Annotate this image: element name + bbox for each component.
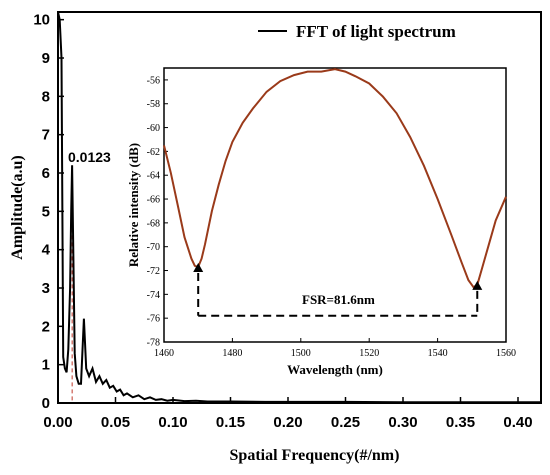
main-plot: 0.00 0.05 0.10 0.15 0.20 0.25 0.30 0.35 0.40 0 1 2 3… — [9, 11, 542, 464]
x-tick-label: 0.35 — [446, 414, 475, 431]
x-tick-label: 0.05 — [101, 414, 130, 431]
inset-y-tick-label: -74 — [147, 290, 160, 301]
inset-x-tick-label: 1460 — [154, 348, 174, 359]
inset-y-tick-label: -76 — [147, 314, 160, 325]
x-tick-label: 0.20 — [273, 414, 302, 431]
main-plot-frame — [57, 11, 542, 404]
inset-y-tick-label: -66 — [147, 195, 160, 206]
inset-y-tick-label: -70 — [147, 242, 160, 253]
y-tick-label: 0 — [42, 395, 50, 412]
inset-y-axis-title: Relative intensity (dB) — [126, 143, 141, 267]
inset-frame — [163, 67, 507, 343]
inset-x-tick-label: 1500 — [291, 348, 311, 359]
inset-y-tick-label: -62 — [147, 147, 160, 158]
y-tick-label: 2 — [42, 318, 50, 335]
y-axis-title: Amplitude(a.u) — [9, 155, 26, 259]
inset-x-tick-label: 1540 — [428, 348, 448, 359]
y-tick-label: 6 — [42, 165, 50, 182]
y-tick-label: 1 — [42, 357, 50, 374]
x-tick-label: 0.00 — [43, 414, 72, 431]
x-tick-label: 0.15 — [216, 414, 245, 431]
fsr-marker-triangle — [193, 262, 204, 272]
inset-y-tick-label: -56 — [147, 75, 160, 86]
fsr-marker-triangle — [472, 280, 483, 290]
x-axis-title: Spatial Frequency(#/nm) — [230, 447, 400, 464]
y-tick-label: 7 — [42, 127, 50, 144]
fft-series-line — [57, 11, 541, 404]
x-tick-label: 0.30 — [388, 414, 417, 431]
inset-x-tick-label: 1560 — [496, 348, 516, 359]
inset-y-tick-label: -60 — [147, 123, 160, 134]
fsr-label: FSR=81.6nm — [302, 292, 375, 307]
inset-y-tick-label: -64 — [147, 171, 160, 182]
y-tick-label: 10 — [33, 12, 50, 29]
legend-label: FFT of light spectrum — [296, 22, 456, 41]
inset-x-tick-label: 1520 — [359, 348, 379, 359]
y-tick-label: 5 — [42, 203, 50, 220]
y-tick-label: 9 — [42, 50, 50, 67]
inset-y-tick-label: -58 — [147, 99, 160, 110]
x-tick-label: 0.10 — [158, 414, 187, 431]
peak-annotation: 0.0123 — [68, 149, 111, 165]
inset-y-tick-label: -72 — [147, 266, 160, 277]
inset-y-tick-label: -78 — [147, 338, 160, 349]
x-tick-label: 0.25 — [331, 414, 360, 431]
inset-plot: 1460 1480 1500 1520 1540 1560 -56 -58 -60 -62 -64 -… — [126, 67, 516, 377]
x-tick-label: 0.40 — [503, 414, 532, 431]
inset-x-tick-label: 1480 — [222, 348, 242, 359]
inset-x-axis-title: Wavelength (nm) — [287, 362, 383, 377]
y-tick-label: 4 — [42, 242, 51, 259]
y-tick-label: 8 — [42, 88, 50, 105]
inset-y-tick-label: -68 — [147, 218, 160, 229]
y-tick-label: 3 — [42, 280, 50, 297]
